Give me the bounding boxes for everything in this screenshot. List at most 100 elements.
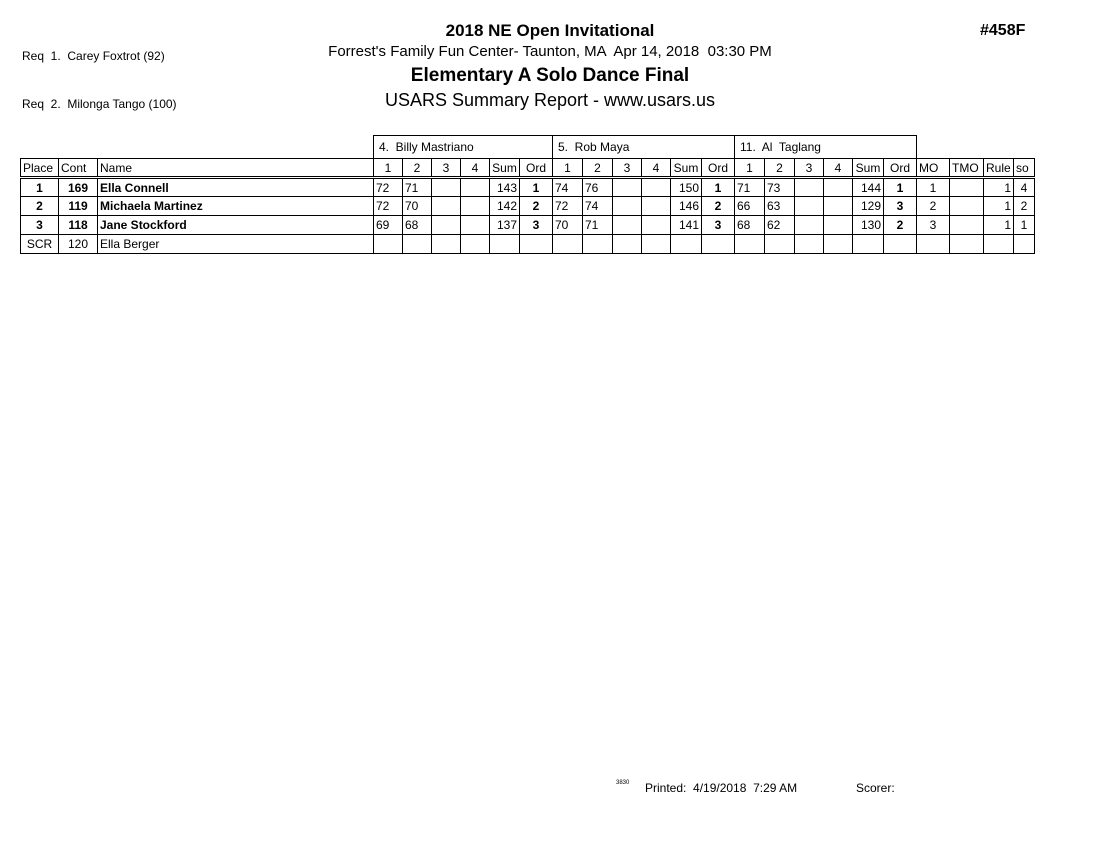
ordinal-cell [519,234,553,254]
ordinal-cell: 2 [701,196,735,216]
col-header-dance3: 3 [612,158,642,179]
sum-cell [852,234,884,254]
place-cell: SCR [20,234,59,254]
score-cell [402,234,432,254]
skater-name-cell: Ella Connell [97,177,374,197]
skater-name-cell: Jane Stockford [97,215,374,235]
col-header-dance3: 3 [794,158,824,179]
col-header-cont: Cont [58,158,98,179]
score-cell: 74 [552,177,583,197]
col-header-dance2: 2 [582,158,613,179]
mo-cell: 1 [916,177,950,197]
score-cell: 73 [764,177,795,197]
so-cell [1013,234,1035,254]
judge-row-spacer-left [21,136,374,159]
col-header-dance4: 4 [460,158,490,179]
req-line-1: Req 1. Carey Foxtrot (92) [22,49,165,63]
result-row-2: 2 119 Michaela Martinez 72 70 142 2 72 7… [20,196,1035,216]
score-cell: 70 [552,215,583,235]
place-cell: 1 [20,177,59,197]
ordinal-cell: 1 [701,177,735,197]
judge-1-name: 4. Billy Mastriano [373,135,553,159]
rule-cell [983,234,1014,254]
score-cell [823,215,853,235]
rule-cell: 1 [983,196,1014,216]
scorer-label: Scorer: [856,781,895,795]
sum-cell: 144 [852,177,884,197]
ordinal-cell: 3 [701,215,735,235]
sum-cell: 141 [670,215,702,235]
place-cell: 3 [20,215,59,235]
score-cell: 72 [373,196,403,216]
score-cell: 76 [582,177,613,197]
ordinal-cell: 2 [519,196,553,216]
score-cell [641,196,671,216]
score-cell [612,234,642,254]
page-footer: 3830 Printed: 4/19/2018 7:29 AM Scorer: [0,778,1100,798]
venue-date-line: Forrest's Family Fun Center- Taunton, MA… [328,43,772,60]
score-cell: 70 [402,196,432,216]
score-cell: 68 [402,215,432,235]
score-cell [794,177,824,197]
score-cell [431,215,461,235]
col-header-tmo: TMO [949,158,984,179]
cont-number-cell: 118 [58,215,98,235]
score-cell [552,234,583,254]
score-cell: 74 [582,196,613,216]
score-cell [823,177,853,197]
ordinal-cell: 2 [883,215,917,235]
col-header-sum: Sum [852,158,884,179]
col-header-dance2: 2 [402,158,432,179]
score-cell: 71 [402,177,432,197]
tmo-cell [949,177,984,197]
score-cell: 72 [552,196,583,216]
col-header-so: so [1013,158,1035,179]
result-row-scr: SCR 120 Ella Berger [20,234,1035,254]
report-title: USARS Summary Report - www.usars.us [384,90,716,110]
score-cell: 72 [373,177,403,197]
score-cell: 62 [764,215,795,235]
col-header-dance3: 3 [431,158,461,179]
score-cell [641,215,671,235]
ordinal-cell [883,234,917,254]
col-header-dance1: 1 [734,158,765,179]
so-cell: 1 [1013,215,1035,235]
cont-number-cell: 119 [58,196,98,216]
score-cell [612,215,642,235]
sum-cell: 146 [670,196,702,216]
title-block: 2018 NE Open Invitational Forrest's Fami… [0,20,1100,113]
rule-cell: 1 [983,215,1014,235]
judge-header-row: 4. Billy Mastriano 5. Rob Maya 11. Al Ta… [21,135,1035,159]
col-header-dance4: 4 [823,158,853,179]
skater-name-cell: Michaela Martinez [97,196,374,216]
required-dances-block: Req 1. Carey Foxtrot (92) Req 2. Milonga… [22,16,177,144]
score-cell [431,196,461,216]
event-title: Elementary A Solo Dance Final [410,65,690,86]
sum-cell: 142 [489,196,520,216]
judge-3-name: 11. Al Taglang [734,135,917,159]
ordinal-cell [701,234,735,254]
ordinal-cell: 3 [883,196,917,216]
col-header-sum: Sum [670,158,702,179]
competition-title: 2018 NE Open Invitational [445,21,655,40]
sum-cell [489,234,520,254]
printed-timestamp: Printed: 4/19/2018 7:29 AM [645,781,798,795]
score-cell [460,177,490,197]
col-header-ord: Ord [701,158,735,179]
mo-cell [916,234,950,254]
score-cell: 68 [734,215,765,235]
cont-number-cell: 169 [58,177,98,197]
score-cell [641,234,671,254]
score-cell [794,234,824,254]
sum-cell: 150 [670,177,702,197]
ordinal-cell: 1 [883,177,917,197]
ordinal-cell: 1 [519,177,553,197]
col-header-mo: MO [916,158,950,179]
score-cell: 63 [764,196,795,216]
score-cell: 66 [734,196,765,216]
score-cell: 69 [373,215,403,235]
score-cell [734,234,765,254]
column-header-row: Place Cont Name 1 2 3 4 Sum Ord 1 2 3 4 … [20,158,1035,179]
score-cell [641,177,671,197]
rule-cell: 1 [983,177,1014,197]
